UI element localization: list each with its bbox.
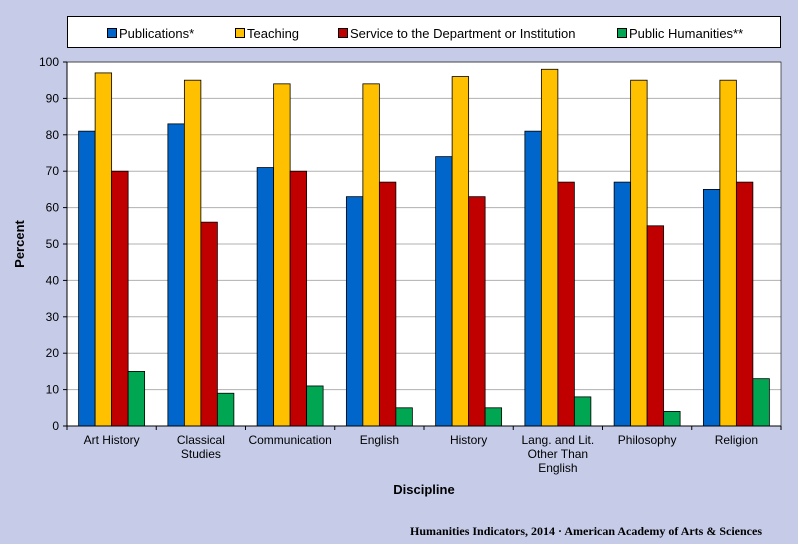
bar [111,170,129,427]
y-tick-label: 20 [46,346,60,360]
legend-swatch-teaching [235,28,245,38]
x-tick-label-line: Lang. and Lit. [522,433,595,447]
bar [167,123,185,427]
x-tick-label-line: History [450,433,487,447]
y-axis-title: Percent [12,219,27,267]
bar [540,68,559,427]
legend-swatch-service [338,28,348,38]
bar [573,396,592,427]
x-tick-label: Philosophy [618,433,677,447]
x-axis-title: Discipline [393,482,454,497]
bar [395,407,413,427]
bar [630,79,648,427]
y-tick-label: 30 [46,310,60,324]
y-tick-label: 100 [39,55,59,69]
y-tick-label: 40 [46,273,60,287]
bar [557,181,575,427]
x-tick-label-line: Studies [181,447,221,461]
legend-label-publications: Publications* [119,25,195,41]
bar [451,76,470,427]
x-tick-label-line: English [360,433,399,447]
legend-swatch-publications [107,28,117,38]
bar [306,385,324,427]
legend-label-service: Service to the Department or Institution [350,25,576,41]
x-tick-label-line: English [538,461,577,475]
x-tick-label-line: Art History [84,433,140,447]
bar [94,72,113,427]
bar [646,225,665,427]
bar [752,378,770,427]
bar [78,130,96,427]
bar [216,392,235,427]
legend: Publications* Teaching Service to the De… [67,16,781,48]
y-tick-label: 50 [46,237,60,251]
y-tick-label: 70 [46,164,60,178]
legend-swatch-public-humanities [617,28,627,38]
x-tick-label: English [360,433,399,447]
x-tick-label: Communication [248,433,331,447]
x-tick-label: Classical Studies [177,433,225,461]
bar [613,181,632,427]
bar [719,79,737,427]
bar [183,79,202,427]
bar [289,170,308,427]
legend-label-teaching: Teaching [247,25,300,41]
x-tick-label-line: Religion [715,433,758,447]
legend-item-publications: Publications* [107,25,194,41]
bar [378,181,397,427]
x-tick-label-line: Classical [177,433,225,447]
legend-item-teaching: Teaching [235,25,299,41]
bar [468,196,486,427]
legend-label-public-humanities: Public Humanities** [629,25,744,41]
bar [702,188,721,427]
legend-item-service: Service to the Department or Institution [338,25,575,41]
bar-chart: 0 10 20 30 40 50 60 70 80 90 100 Art History Classic… [12,55,782,497]
x-tick-label-line: Other Than [528,447,588,461]
bar [362,83,380,427]
footer-credit: Humanities Indicators, 2014 · American A… [410,524,762,538]
x-tick-label: Lang. and Lit. Other Than English [522,433,595,475]
y-tick-label: 0 [52,419,59,433]
bar [200,221,218,427]
legend-item-public-humanities: Public Humanities** [617,25,743,41]
x-tick-label: Religion [715,433,758,447]
y-tick-label: 80 [46,128,60,142]
bar [663,411,681,427]
y-tick-label: 90 [46,91,60,105]
bar [524,130,542,427]
bar [345,196,364,427]
bar [127,370,146,427]
y-tick-label: 10 [46,383,60,397]
x-tick-label-line: Communication [248,433,331,447]
x-tick-label-line: Philosophy [618,433,677,447]
bar [735,181,754,427]
bar [256,167,275,427]
y-tick-label: 60 [46,201,60,215]
bar [435,156,453,427]
x-tick-label: History [450,433,487,447]
bar [273,83,291,427]
x-tick-label: Art History [84,433,140,447]
bar [484,407,503,427]
